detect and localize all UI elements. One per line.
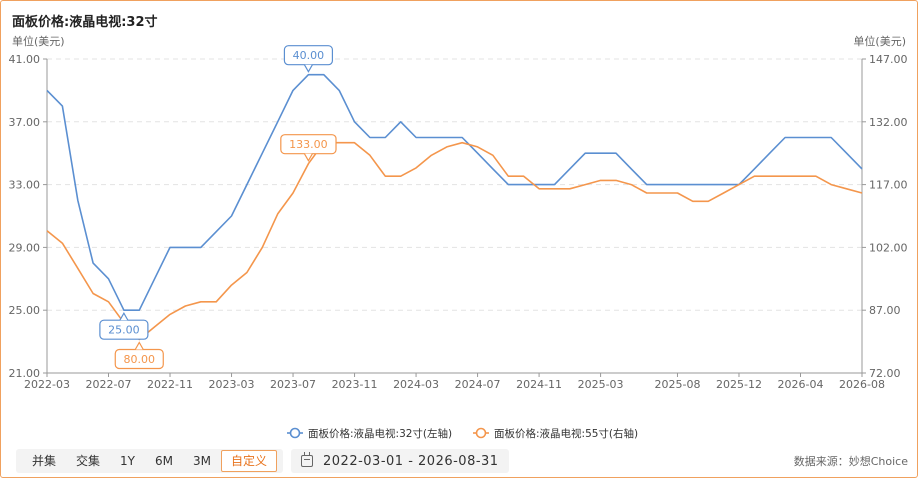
legend-label-1: 面板价格:液晶电视:55寸(右轴) [494, 427, 638, 440]
callout-label: 25.00 [108, 324, 140, 337]
toolbar: 并集 交集 1Y 6M 3M 自定义 2022-03-01 - 2026-08-… [16, 449, 509, 473]
callout-label: 80.00 [124, 353, 156, 366]
right-tick-label: 72.00 [869, 367, 901, 380]
legend-marker-0 [289, 427, 301, 439]
callout-pointer [119, 311, 129, 321]
left-tick-label: 41.00 [9, 53, 41, 66]
x-tick-label: 2023-11 [332, 378, 378, 391]
x-tick-label: 2024-03 [393, 378, 439, 391]
left-tick-label: 37.00 [9, 116, 41, 129]
right-tick-label: 117.00 [869, 179, 908, 192]
left-tick-label: 21.00 [9, 367, 41, 380]
x-tick-label: 2025-12 [716, 378, 762, 391]
right-tick-label: 132.00 [869, 116, 908, 129]
right-axis-unit: 单位(美元) [853, 34, 906, 48]
data-source: 数据来源：妙想Choice [793, 455, 908, 468]
calendar-icon [301, 452, 314, 467]
x-tick-label: 2025-08 [654, 378, 700, 391]
range-3m-button[interactable]: 3M [193, 454, 211, 468]
intersection-button[interactable]: 交集 [76, 454, 101, 468]
callout-label: 133.00 [289, 138, 328, 151]
date-range-picker[interactable]: 2022-03-01 - 2026-08-31 [291, 449, 509, 473]
x-tick-label: 2022-11 [147, 378, 193, 391]
chart-title: 面板价格:液晶电视:32寸 [12, 15, 158, 30]
right-tick-label: 102.00 [869, 241, 908, 254]
right-tick-label: 147.00 [869, 53, 908, 66]
x-tick-label: 2025-03 [578, 378, 624, 391]
range-button-group: 并集 交集 1Y 6M 3M 自定义 [16, 449, 284, 473]
callout-pointer [303, 153, 313, 162]
left-tick-label: 29.00 [9, 241, 41, 254]
callout-pointer [303, 64, 313, 73]
left-axis-unit: 单位(美元) [12, 34, 65, 48]
line-chart: 41.00 37.00 33.00 29.00 25.00 21.00 147.00 132.… [9, 34, 908, 440]
x-tick-label: 2022-03 [24, 378, 70, 391]
custom-range-button[interactable]: 自定义 [221, 450, 278, 472]
x-tick-label: 2026-08 [839, 378, 885, 391]
left-tick-label: 25.00 [9, 304, 41, 317]
series-line-1 [46, 141, 863, 341]
date-range-text: 2022-03-01 - 2026-08-31 [323, 453, 499, 469]
callout-pointer [134, 341, 144, 350]
x-tick-label: 2022-07 [86, 378, 132, 391]
left-tick-label: 33.00 [9, 179, 41, 192]
x-tick-label: 2023-03 [209, 378, 255, 391]
x-tick-label: 2023-07 [270, 378, 316, 391]
right-tick-label: 87.00 [869, 304, 901, 317]
range-6m-button[interactable]: 6M [155, 454, 173, 468]
series-line-0 [46, 73, 863, 312]
x-tick-label: 2024-07 [455, 378, 501, 391]
legend-label-0: 面板价格:液晶电视:32寸(左轴) [308, 427, 452, 440]
legend-marker-1 [475, 427, 487, 439]
x-tick-label: 2024-11 [516, 378, 562, 391]
range-1y-button[interactable]: 1Y [120, 454, 135, 468]
callout-label: 40.00 [293, 49, 325, 62]
union-button[interactable]: 并集 [32, 454, 57, 468]
x-tick-label: 2026-04 [778, 378, 824, 391]
